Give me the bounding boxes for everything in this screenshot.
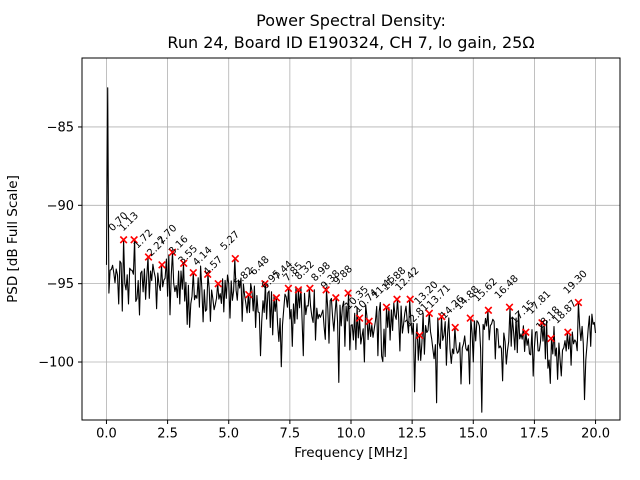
x-tick-label: 17.5 [520,427,549,442]
y-tick-label: −85 [47,120,74,135]
axis-ticks [78,126,597,424]
peak-marker-x [119,235,128,244]
x-tick-label: 15.0 [459,427,488,442]
x-tick-label: 7.5 [280,427,301,442]
peak-marker-x [466,314,475,322]
peak-marker-x [158,261,166,269]
peak-marker-x [382,303,391,312]
peak-marker-x [425,309,434,318]
psd-trace [105,87,597,413]
peak-marker-x [393,295,401,304]
x-tick-label: 2.5 [157,427,178,442]
axis-tick-labels: 0.0 2.5 5.0 7.5 10.0 12.5 15.0 17.5 20.0 −85 −90 −9… [38,120,610,441]
peak-marker-x [294,286,303,294]
peak-marker-x [521,328,530,337]
x-tick-label: 20.0 [581,427,610,442]
x-tick-label: 12.5 [398,427,427,442]
peak-marker-x [484,306,493,315]
peak-marker-x [437,312,446,321]
peak-marker-x [355,314,364,322]
peak-marker-x [261,279,269,288]
peak-marker-x [331,293,340,302]
peak-marker-x [322,286,330,294]
peak-marker-x [505,303,514,312]
y-tick-label: −100 [38,356,74,371]
x-axis-label: Frequency [MHz] [294,445,407,461]
peak-marker-x [144,253,153,261]
chart-title-line2: Run 24, Board ID E190324, CH 7, lo gain,… [167,33,534,52]
x-tick-label: 5.0 [218,427,239,442]
y-tick-label: −90 [47,199,74,214]
x-tick-label: 10.0 [337,427,366,442]
peak-marker-x [564,328,572,337]
grid-lines [82,58,620,420]
peak-marker-x [365,317,373,326]
peak-markers [119,235,583,343]
y-axis-label: PSD [dB Full Scale] [5,175,21,303]
peak-marker-x [214,279,223,288]
peak-marker-x [189,268,198,277]
peak-marker-x [130,235,138,244]
peak-marker-x [451,323,460,332]
peak-marker-x [538,318,546,327]
peak-marker-x [168,248,177,257]
peak-marker-x [306,284,314,293]
peak-marker-x [547,334,555,343]
peak-marker-x [231,254,240,263]
peak-marker-x [406,295,415,304]
x-tick-label: 0.0 [96,427,117,442]
chart-title-line1: Power Spectral Density: [256,11,446,30]
peak-marker-x [344,289,352,297]
peak-marker-x [203,270,212,279]
peak-marker-x [272,293,281,302]
peak-marker-x [284,284,293,293]
peak-marker-x [574,298,583,307]
peak-marker-x [415,331,424,340]
peak-marker-x [179,259,188,268]
psd-line [105,87,597,413]
y-tick-label: −95 [47,277,74,292]
peak-marker-x [244,290,253,299]
